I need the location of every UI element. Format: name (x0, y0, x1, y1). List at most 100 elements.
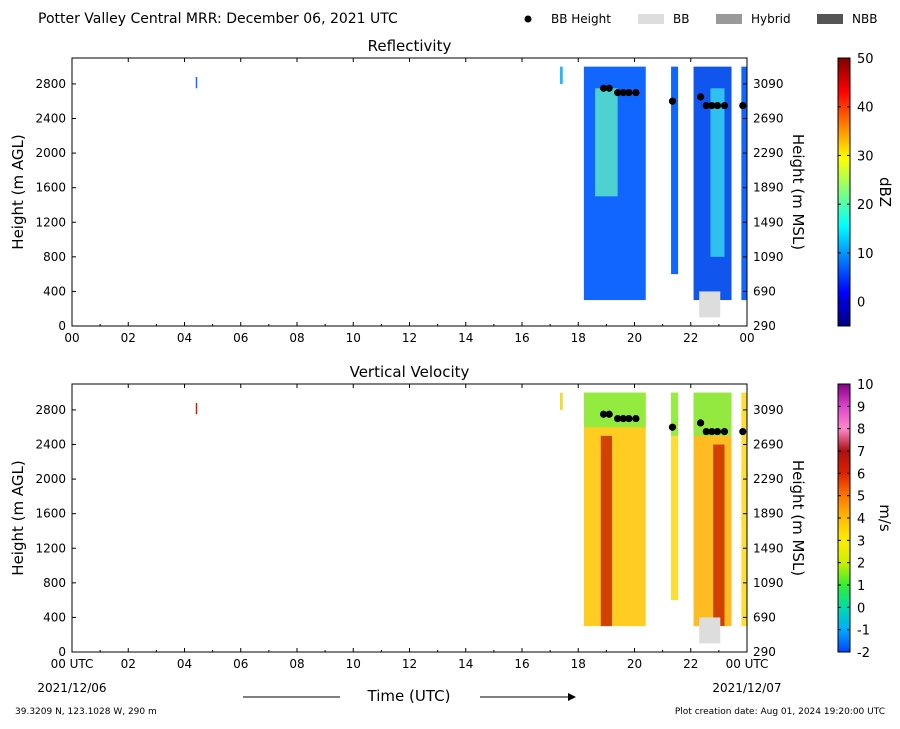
y-right-tick-label: 1090 (753, 576, 784, 590)
echo-band (583, 392, 646, 627)
y-right-tick-label: 690 (753, 610, 776, 624)
echo-band (195, 403, 198, 415)
echo-core-band (671, 392, 679, 436)
x-tick-label: 18 (571, 657, 586, 671)
colorbar-tick-label: 2 (857, 557, 865, 572)
bb-height-point (605, 410, 613, 418)
colorbar-tick-label: 40 (857, 101, 874, 116)
y-right-tick-label: 2690 (753, 112, 784, 126)
colorbar-tick-label: -2 (857, 646, 870, 661)
end-date-label: 2021/12/07 (712, 681, 781, 695)
bb-height-point (614, 88, 622, 97)
x-tick-label: 00 UTC (726, 657, 769, 671)
x-tick-label: 00 UTC (51, 657, 94, 671)
x-tick-label: 10 (346, 331, 361, 345)
bb-height-point (605, 84, 613, 92)
legend-swatch-bb (638, 14, 664, 24)
x-tick-label: 14 (458, 331, 473, 345)
panel-title: Vertical Velocity (350, 363, 470, 381)
y-tick-label: 2400 (35, 112, 66, 126)
bb-height-point (713, 427, 722, 436)
bb-height-point (619, 88, 627, 97)
x-tick-label: 14 (458, 657, 473, 671)
y-tick-label: 400 (43, 284, 66, 298)
y-tick-label: 2000 (35, 472, 66, 486)
echo-core-band (600, 435, 612, 627)
colorbar-tick-label: 20 (857, 198, 874, 213)
y-right-tick-label: 690 (753, 284, 776, 298)
x-tick-label: 20 (627, 331, 642, 345)
x-tick-label: 20 (627, 657, 642, 671)
x-tick-label: 22 (683, 657, 698, 671)
bb-height-point (668, 423, 677, 431)
colorbar-tick-label: 9 (857, 400, 865, 415)
colorbar-tick-label: 10 (857, 378, 874, 393)
bb-height-point (599, 84, 608, 92)
bb-height-point (702, 101, 710, 110)
location-footer: 39.3209 N, 123.1028 W, 290 m (15, 707, 157, 717)
echo-band (195, 77, 198, 89)
colorbar-label: dBZ (876, 177, 894, 207)
x-tick-label: 00 (739, 331, 754, 345)
y-tick-label: 400 (43, 610, 66, 624)
x-tick-label: 02 (121, 657, 136, 671)
y-tick-label: 1200 (35, 541, 66, 555)
colorbar-tick-label: 4 (857, 512, 865, 527)
legend-label: NBB (852, 12, 877, 26)
echo-band (559, 66, 563, 84)
bb-height-point (625, 414, 633, 423)
bb-flag-box (699, 617, 721, 644)
arrow-head-icon (568, 693, 576, 701)
colorbar-label: m/s (876, 504, 894, 532)
bb-height-point (713, 101, 722, 110)
colorbar-tick-label: 8 (857, 423, 865, 438)
x-tick-label: 12 (402, 657, 417, 671)
legend-label: BB (673, 12, 689, 26)
y-tick-label: 800 (43, 250, 66, 264)
x-tick-label: 04 (177, 657, 192, 671)
x-tick-label: 06 (233, 331, 248, 345)
bb-height-point (739, 427, 747, 436)
y-right-tick-label: 1890 (753, 507, 784, 521)
legend-bb-height-marker (524, 15, 532, 23)
colorbar-tick-label: 5 (857, 490, 865, 505)
y-tick-label: 2800 (35, 77, 66, 91)
x-tick-label: 18 (571, 331, 586, 345)
y-tick-label: 2400 (35, 438, 66, 452)
bb-height-point (702, 427, 710, 436)
legend-label: Hybrid (751, 12, 791, 26)
echo-core-band (713, 444, 725, 627)
legend-swatch-hybrid (716, 14, 742, 24)
y-tick-label: 2800 (35, 403, 66, 417)
bb-height-point (619, 414, 627, 423)
plot-area (195, 66, 747, 318)
colorbar (837, 57, 851, 327)
x-axis-label: Time (UTC) (367, 687, 451, 705)
bb-height-point (720, 427, 729, 436)
y-tick-label: 2000 (35, 146, 66, 160)
y-right-tick-label: 3090 (753, 403, 784, 417)
colorbar-tick-label: 10 (857, 247, 874, 262)
echo-band (741, 66, 747, 301)
y-axis-label: Height (m AGL) (9, 134, 27, 249)
echo-band (559, 392, 563, 410)
x-tick-label: 12 (402, 331, 417, 345)
x-tick-label: 04 (177, 331, 192, 345)
figure-title: Potter Valley Central MRR: December 06, … (38, 11, 398, 27)
header-legend: BB Height BB Hybrid NBB (524, 12, 877, 26)
y-right-tick-label: 2290 (753, 472, 784, 486)
legend-label: BB Height (551, 12, 611, 26)
colorbar-tick-label: 6 (857, 467, 865, 482)
y-right-tick-label: 290 (753, 319, 776, 333)
bb-height-point (708, 101, 716, 110)
panel-title: Reflectivity (368, 37, 452, 55)
y-right-tick-label: 2290 (753, 146, 784, 160)
x-tick-label: 08 (289, 331, 304, 345)
y-tick-label: 1200 (35, 215, 66, 229)
y-right-tick-label: 290 (753, 645, 776, 659)
bb-height-point (720, 101, 729, 110)
bb-height-point (696, 419, 705, 427)
y-right-tick-label: 1490 (753, 541, 784, 555)
